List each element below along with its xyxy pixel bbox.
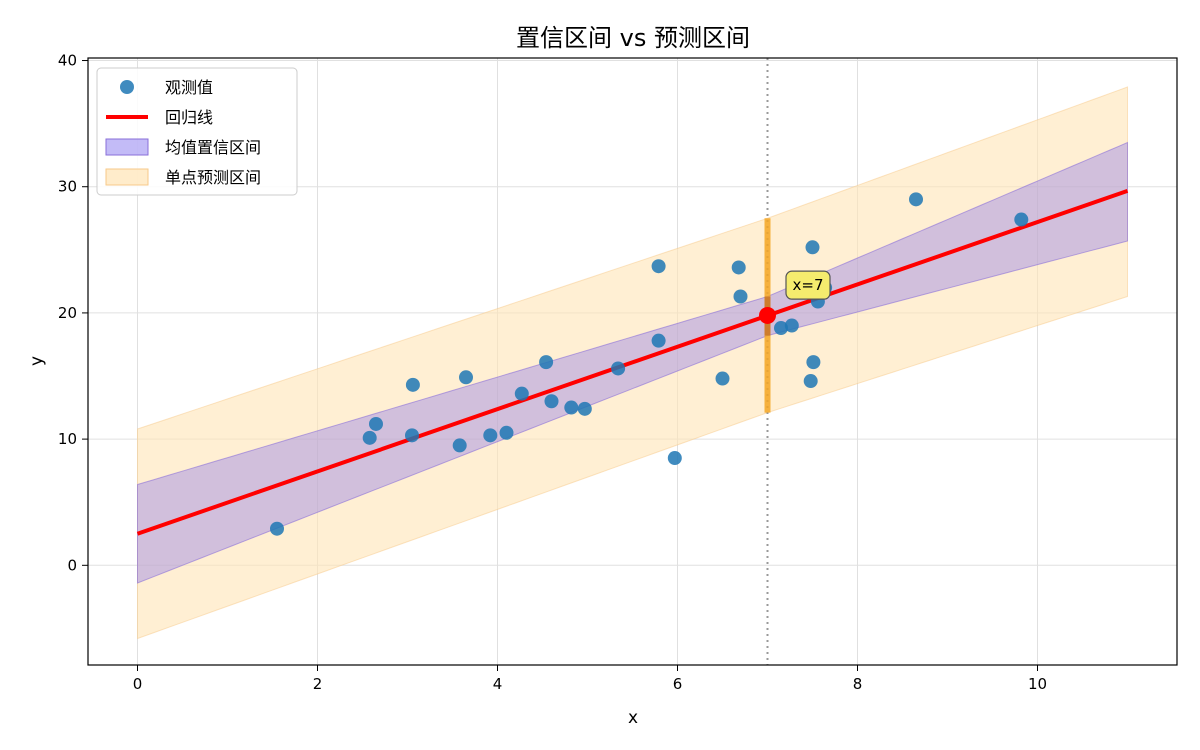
legend-swatch-points bbox=[120, 80, 134, 94]
chart-title: 置信区间 vs 预测区间 bbox=[516, 24, 750, 52]
points-layer bbox=[270, 192, 1029, 536]
data-point-10 bbox=[539, 355, 554, 370]
data-point-19 bbox=[731, 260, 746, 275]
y-tick-label-4: 40 bbox=[58, 52, 77, 70]
x-tick-label-1: 2 bbox=[313, 675, 323, 693]
data-point-28 bbox=[909, 192, 923, 207]
data-point-11 bbox=[544, 394, 559, 409]
data-point-2 bbox=[369, 416, 383, 431]
y-tick-label-2: 20 bbox=[58, 304, 77, 322]
legend-swatch-prediction bbox=[105, 168, 149, 186]
x-tick-label-0: 0 bbox=[133, 675, 143, 693]
legend-label-line: 回归线 bbox=[165, 108, 213, 127]
data-point-24 bbox=[805, 240, 820, 255]
data-point-0 bbox=[270, 521, 284, 536]
data-point-1 bbox=[362, 430, 377, 445]
data-point-14 bbox=[611, 361, 626, 376]
data-point-5 bbox=[452, 438, 467, 453]
legend-label-confidence: 均值置信区间 bbox=[165, 138, 261, 157]
axes-frame bbox=[87, 57, 1178, 666]
annotation-text: x=7 bbox=[793, 276, 824, 294]
data-point-4 bbox=[405, 377, 420, 392]
y-tick-label-0: 0 bbox=[67, 556, 77, 574]
data-point-25 bbox=[806, 355, 821, 370]
data-point-9 bbox=[514, 386, 529, 401]
data-point-13 bbox=[577, 401, 592, 416]
y-axis-label: y bbox=[27, 356, 47, 366]
y-tick-label-3: 30 bbox=[58, 178, 77, 196]
data-point-17 bbox=[667, 451, 682, 466]
data-point-18 bbox=[715, 371, 730, 386]
data-point-12 bbox=[564, 400, 579, 415]
y-tick-label-1: 10 bbox=[58, 430, 77, 448]
legend-label-prediction: 单点预测区间 bbox=[165, 168, 261, 187]
legend-box bbox=[96, 67, 298, 196]
annotation-layer: x=7 bbox=[785, 270, 831, 300]
data-point-15 bbox=[651, 259, 666, 274]
data-point-21 bbox=[774, 321, 788, 336]
x-axis-label: x bbox=[628, 708, 638, 728]
x-tick-label-3: 6 bbox=[673, 675, 683, 693]
x-tick-label-2: 4 bbox=[493, 675, 503, 693]
data-point-29 bbox=[1014, 212, 1029, 227]
data-point-3 bbox=[405, 428, 419, 443]
ticks-layer: 0 2 4 6 8 10 0 10 20 30 40 bbox=[58, 52, 1047, 693]
data-point-20 bbox=[733, 289, 748, 304]
x-tick-label-4: 8 bbox=[853, 675, 863, 693]
regression-line bbox=[136, 188, 1129, 536]
plot-frame bbox=[87, 57, 1178, 666]
annotation-box bbox=[785, 270, 831, 300]
x-tick-label-5: 10 bbox=[1028, 675, 1047, 693]
data-point-16 bbox=[651, 333, 666, 348]
data-point-6 bbox=[459, 370, 473, 385]
highlight-point bbox=[759, 306, 776, 324]
legend-label-points: 观测值 bbox=[165, 78, 213, 97]
data-point-7 bbox=[483, 428, 498, 443]
data-point-23 bbox=[803, 374, 818, 389]
legend-swatch-confidence bbox=[105, 138, 149, 156]
data-point-8 bbox=[499, 425, 514, 440]
data-point-22 bbox=[784, 318, 799, 333]
